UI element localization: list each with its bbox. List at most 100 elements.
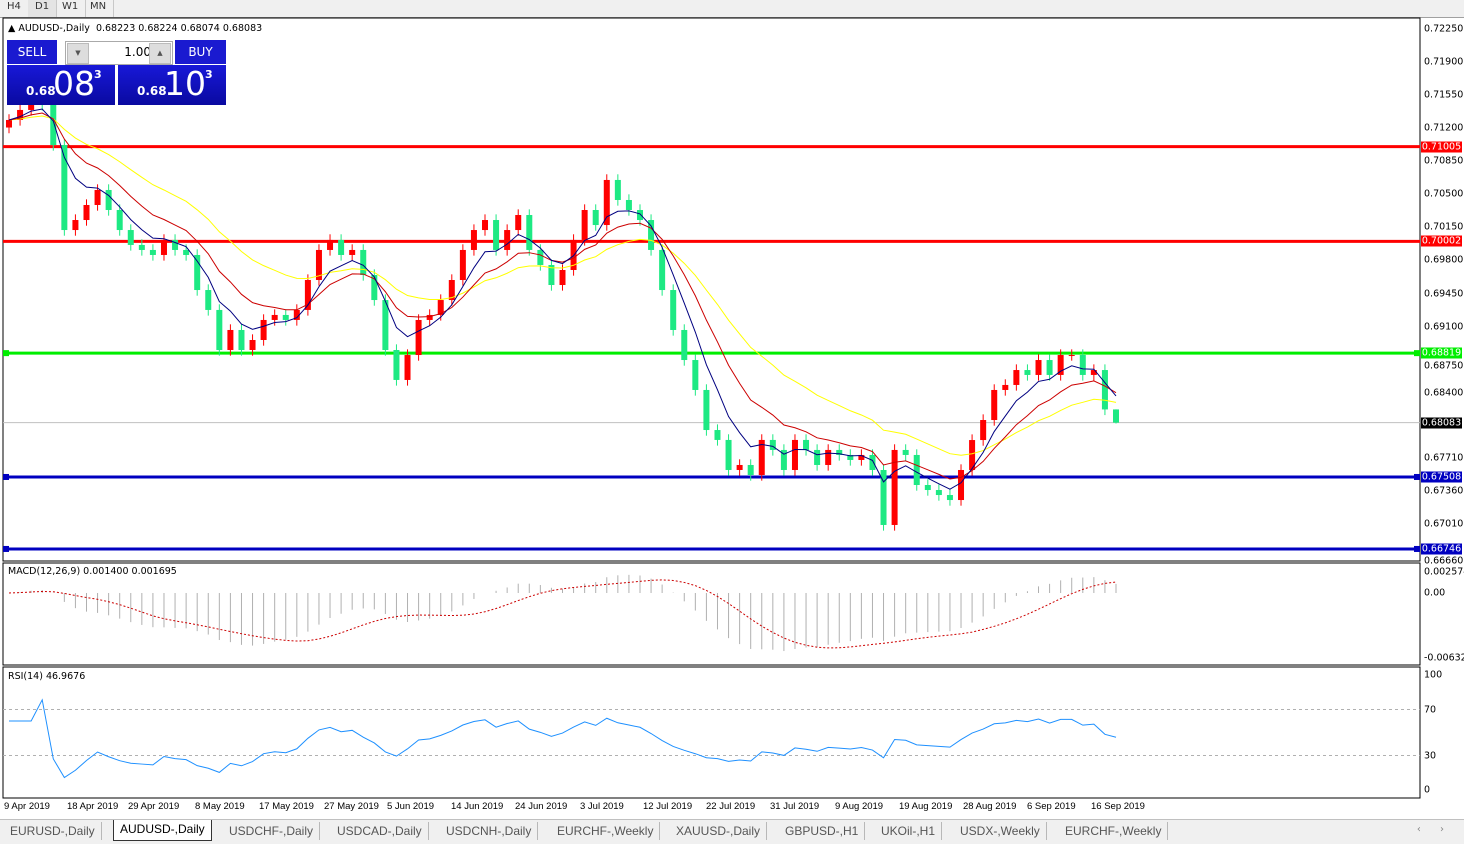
rsi-axis-tick: 30 (1424, 750, 1437, 761)
symbol-label: AUDUSD-,Daily (18, 23, 90, 34)
candle-body (415, 319, 422, 356)
candle-body (636, 210, 643, 221)
sell-price[interactable]: 0.68 08 3 (7, 65, 115, 105)
candle-body (304, 280, 311, 310)
chart-tab[interactable]: EURCHF-,Weekly (1059, 822, 1169, 840)
candle-body (581, 210, 588, 240)
ma-slow-line (8, 115, 1117, 456)
level-anchor-handle (3, 473, 9, 480)
price-axis-tick: 0.72250 (1424, 23, 1464, 35)
candle-body (592, 210, 599, 226)
candle-body (17, 109, 24, 120)
chart-tab[interactable]: XAUUSD-,Daily (670, 822, 768, 840)
candle-body (1079, 355, 1086, 375)
collapse-triangle-icon[interactable]: ▲ (8, 23, 16, 34)
price-axis-tick: 0.70850 (1424, 155, 1464, 167)
price-axis-tick: 0.68750 (1424, 360, 1464, 372)
candle-body (194, 254, 201, 291)
candle-body (935, 490, 942, 496)
candle-body (814, 449, 821, 465)
candle-body (404, 355, 411, 380)
candle-body (692, 360, 699, 390)
candle-body (769, 439, 776, 450)
price-axis-tick: 0.70150 (1424, 221, 1464, 233)
candle-body (836, 449, 843, 455)
timeframe-mn[interactable]: MN (83, 0, 115, 17)
chart-tab[interactable]: USDCNH-,Daily (440, 822, 539, 840)
chart-tab[interactable]: AUDUSD-,Daily (113, 820, 212, 841)
candle-body (747, 464, 754, 475)
candle-body (991, 389, 998, 421)
candle-body (780, 449, 787, 470)
candle-body (149, 249, 156, 255)
price-axis-tick: 0.70500 (1424, 188, 1464, 200)
chart-tab[interactable]: USDX-,Weekly (954, 822, 1047, 840)
volume-up-icon[interactable]: ▲ (149, 43, 171, 64)
candle-body (260, 319, 267, 340)
chart-tab[interactable]: EURUSD-,Daily (4, 822, 102, 840)
candle-body (105, 189, 112, 211)
volume-down-icon[interactable]: ▼ (67, 43, 89, 64)
chart-tab[interactable]: GBPUSD-,H1 (779, 822, 866, 840)
candle-body (448, 280, 455, 301)
date-axis-tick: 24 Jun 2019 (515, 801, 568, 812)
candle-body (116, 210, 123, 231)
candle-body (470, 230, 477, 250)
date-axis-tick: 18 Apr 2019 (67, 801, 119, 812)
candle-body (382, 300, 389, 351)
timeframe-d1[interactable]: D1 (28, 0, 58, 17)
date-axis-tick: 31 Jul 2019 (770, 801, 820, 812)
tab-scroll-arrows-icon[interactable]: ‹ › (1416, 824, 1452, 835)
chart-tab[interactable]: USDCAD-,Daily (331, 822, 429, 840)
buy-price[interactable]: 0.68 10 3 (118, 65, 226, 105)
price-axis-tick: 0.67010 (1424, 518, 1464, 530)
date-axis-tick: 6 Sep 2019 (1027, 801, 1076, 812)
candle-body (791, 439, 798, 470)
candle-body (1068, 355, 1075, 357)
level-anchor-handle (1414, 473, 1420, 480)
timeframe-w1[interactable]: W1 (55, 0, 87, 17)
chart-tab[interactable]: USDCHF-,Daily (223, 822, 320, 840)
candle-body (515, 215, 522, 231)
date-axis-tick: 27 May 2019 (324, 801, 379, 812)
chart-tabs-bar: EURUSD-,Daily AUDUSD-,Daily USDCHF-,Daily U… (0, 819, 1464, 844)
volume-stepper[interactable]: ▼ ▲ (65, 41, 173, 65)
level-anchor-handle (1414, 545, 1420, 552)
candle-body (28, 100, 35, 110)
candle-body (426, 314, 433, 320)
candle-body (249, 339, 256, 351)
candle-body (504, 230, 511, 250)
candle-body (946, 495, 953, 501)
candle-body (127, 230, 134, 245)
date-axis-tick: 17 May 2019 (259, 801, 314, 812)
candle-body (648, 220, 655, 250)
volume-input[interactable] (89, 44, 153, 60)
date-axis-tick: 28 Aug 2019 (963, 801, 1017, 812)
macd-signal-line (8, 579, 1117, 649)
buy-button[interactable]: BUY (175, 40, 226, 64)
level-anchor-handle (3, 350, 9, 357)
candle-body (238, 329, 245, 351)
candle-body (913, 454, 920, 486)
macd-panel-frame (2, 562, 1421, 666)
date-axis-tick: 12 Jul 2019 (643, 801, 693, 812)
candle-body (327, 239, 334, 250)
candle-body (493, 220, 500, 250)
macd-label: MACD(12,26,9) 0.001400 0.001695 (8, 566, 177, 577)
ma-mid-line (8, 112, 1117, 480)
candle-body (603, 179, 610, 226)
main-panel-frame (2, 17, 1421, 562)
chart-tab[interactable]: EURCHF-,Weekly (551, 822, 661, 840)
candle-body (526, 215, 533, 250)
candle-body (160, 239, 167, 255)
candle-body (924, 485, 931, 491)
sell-button[interactable]: SELL (7, 40, 57, 64)
candle-body (393, 350, 400, 380)
date-axis-tick: 8 May 2019 (195, 801, 245, 812)
price-axis-tick: 0.69450 (1424, 288, 1464, 300)
sell-price-prefix: 0.68 (26, 84, 56, 98)
chart-tab[interactable]: UKOil-,H1 (875, 822, 943, 840)
price-axis-tick: 0.71900 (1424, 56, 1464, 68)
date-axis-tick: 19 Aug 2019 (899, 801, 953, 812)
